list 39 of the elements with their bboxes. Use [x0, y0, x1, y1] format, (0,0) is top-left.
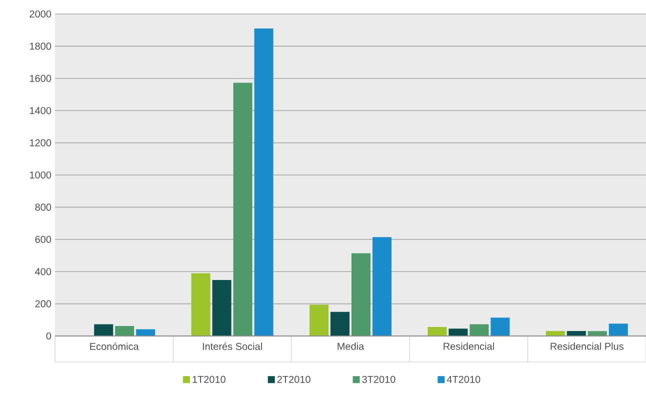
y-tick-label: 200	[35, 300, 52, 308]
bar	[588, 331, 607, 336]
y-tick-label: 1600	[30, 74, 52, 82]
bar	[566, 331, 586, 336]
legend-label: 3T2010	[362, 376, 396, 383]
bar	[254, 28, 274, 336]
y-tick-label: 1400	[30, 107, 52, 114]
legend-label: 2T2010	[277, 376, 310, 383]
y-tick-label: 800	[35, 204, 52, 211]
y-tick-label: 0	[46, 332, 52, 340]
y-tick-label: 400	[35, 268, 52, 276]
x-tick-label: Media	[338, 342, 364, 350]
bar	[448, 328, 468, 336]
bar	[428, 326, 447, 336]
bar	[191, 273, 210, 336]
x-tick-label: Interés Social	[202, 342, 262, 350]
bar	[115, 326, 134, 336]
bar	[372, 237, 392, 336]
bar	[136, 329, 156, 336]
y-tick-label: 2000	[30, 10, 52, 18]
bar	[608, 324, 628, 336]
bar	[330, 312, 350, 336]
legend-label: 1T2010	[192, 376, 226, 383]
y-tick-label: 600	[35, 236, 52, 243]
bar	[546, 331, 565, 336]
y-tick-label: 1000	[30, 171, 52, 179]
y-tick-label: 1200	[30, 139, 52, 146]
bar	[490, 318, 510, 336]
x-tick-label: Residencial	[444, 342, 494, 350]
bar	[310, 304, 328, 336]
x-tick-label: Económica	[90, 342, 139, 350]
y-tick-label: 1800	[30, 42, 52, 50]
x-tick-label: Residencial Plus	[550, 342, 624, 350]
bar	[470, 324, 489, 336]
legend-label: 4T2010	[446, 376, 480, 383]
bar	[94, 324, 114, 336]
bar	[212, 280, 232, 336]
bar	[352, 253, 370, 336]
bar	[233, 82, 252, 336]
